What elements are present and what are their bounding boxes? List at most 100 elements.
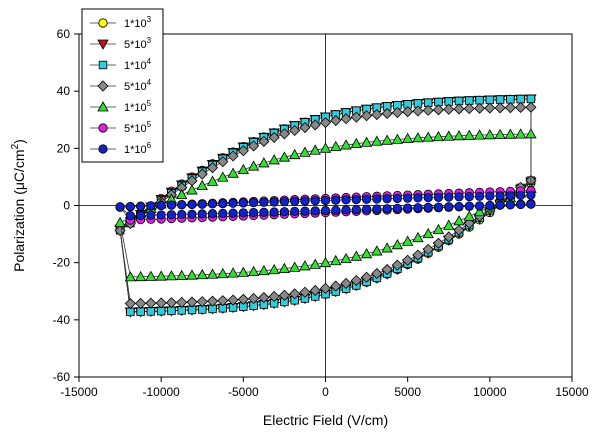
legend-label-base: 1*10 (124, 102, 147, 114)
data-point (227, 267, 239, 278)
data-point (206, 295, 219, 307)
data-point (319, 117, 332, 129)
data-point (371, 245, 383, 256)
data-point (403, 203, 413, 213)
legend-label-base: 5*10 (124, 81, 147, 93)
data-point (340, 277, 352, 290)
data-point (186, 184, 198, 195)
data-point (218, 198, 228, 209)
data-point (227, 167, 239, 178)
data-point (197, 209, 207, 219)
data-point (392, 193, 402, 204)
data-point (371, 108, 383, 121)
data-point (463, 210, 475, 221)
data-point (186, 296, 198, 308)
data-point (422, 227, 434, 239)
y-tick-label: 40 (57, 84, 71, 98)
data-point (514, 128, 527, 139)
data-point (268, 263, 280, 275)
data-point (443, 130, 455, 141)
data-point (474, 191, 485, 201)
data-point (341, 205, 351, 215)
legend-label-base: 5*10 (124, 39, 147, 51)
y-tick-label: -40 (53, 313, 71, 327)
data-point (217, 156, 229, 168)
data-point (217, 171, 229, 182)
data-point (330, 140, 342, 152)
data-point (495, 200, 505, 210)
data-point (136, 210, 146, 221)
y-axis-title: Polarization (μC/cm2) (10, 139, 27, 272)
data-point (279, 197, 290, 207)
data-point (504, 102, 516, 114)
data-point (340, 113, 352, 125)
data-point (381, 107, 393, 120)
x-tick-label: 10000 (473, 385, 507, 399)
data-point (310, 206, 320, 216)
data-point (330, 280, 342, 292)
data-point (516, 94, 525, 104)
data-point (473, 205, 486, 217)
data-point (495, 95, 505, 104)
legend-marker (97, 101, 109, 112)
data-point (299, 286, 311, 298)
data-point (525, 101, 537, 113)
data-point (197, 199, 207, 209)
data-point (444, 192, 454, 202)
x-tick-label: -5000 (228, 385, 259, 399)
data-point (381, 242, 393, 253)
data-point (412, 231, 424, 243)
data-point (361, 194, 372, 204)
data-point (515, 101, 527, 114)
data-point (299, 146, 311, 157)
data-point (289, 124, 301, 137)
legend-label-exponent: 4 (147, 78, 152, 87)
data-point (290, 206, 300, 216)
data-point (454, 201, 464, 212)
data-point (269, 207, 279, 217)
legend-label: 1*104 (124, 57, 152, 72)
data-point (247, 265, 260, 276)
data-point (464, 191, 474, 202)
data-point (135, 297, 147, 309)
data-point (454, 192, 464, 202)
data-point (237, 145, 249, 157)
data-point (258, 157, 270, 168)
data-point (526, 199, 536, 209)
data-point (289, 148, 301, 160)
data-point (187, 209, 197, 219)
data-point (453, 103, 465, 115)
data-point (299, 260, 311, 271)
data-point (422, 131, 434, 142)
data-point (516, 190, 526, 200)
data-point (309, 258, 321, 269)
legend-label-exponent: 4 (147, 57, 152, 66)
data-point (505, 190, 515, 201)
x-tick-label: 0 (322, 385, 329, 399)
data-point (485, 200, 495, 211)
data-point (453, 224, 465, 236)
data-point (319, 142, 332, 153)
data-point (278, 151, 291, 162)
data-point (259, 197, 269, 207)
data-point (391, 238, 404, 250)
data-point (495, 191, 505, 201)
data-point (422, 243, 434, 255)
data-point (331, 195, 341, 205)
data-point (412, 132, 424, 143)
data-point (340, 252, 352, 264)
data-point (134, 270, 147, 282)
data-point (412, 105, 424, 117)
data-point (485, 191, 495, 201)
data-point (361, 110, 373, 122)
data-point (155, 297, 167, 309)
data-point (473, 129, 486, 140)
x-tick-label: 5000 (394, 385, 421, 399)
data-point (268, 290, 280, 303)
data-point (401, 132, 414, 144)
data-point (228, 198, 238, 208)
data-point (289, 261, 301, 272)
data-point (350, 250, 362, 261)
data-point (156, 200, 166, 211)
legend-label-base: 1*10 (124, 18, 147, 30)
